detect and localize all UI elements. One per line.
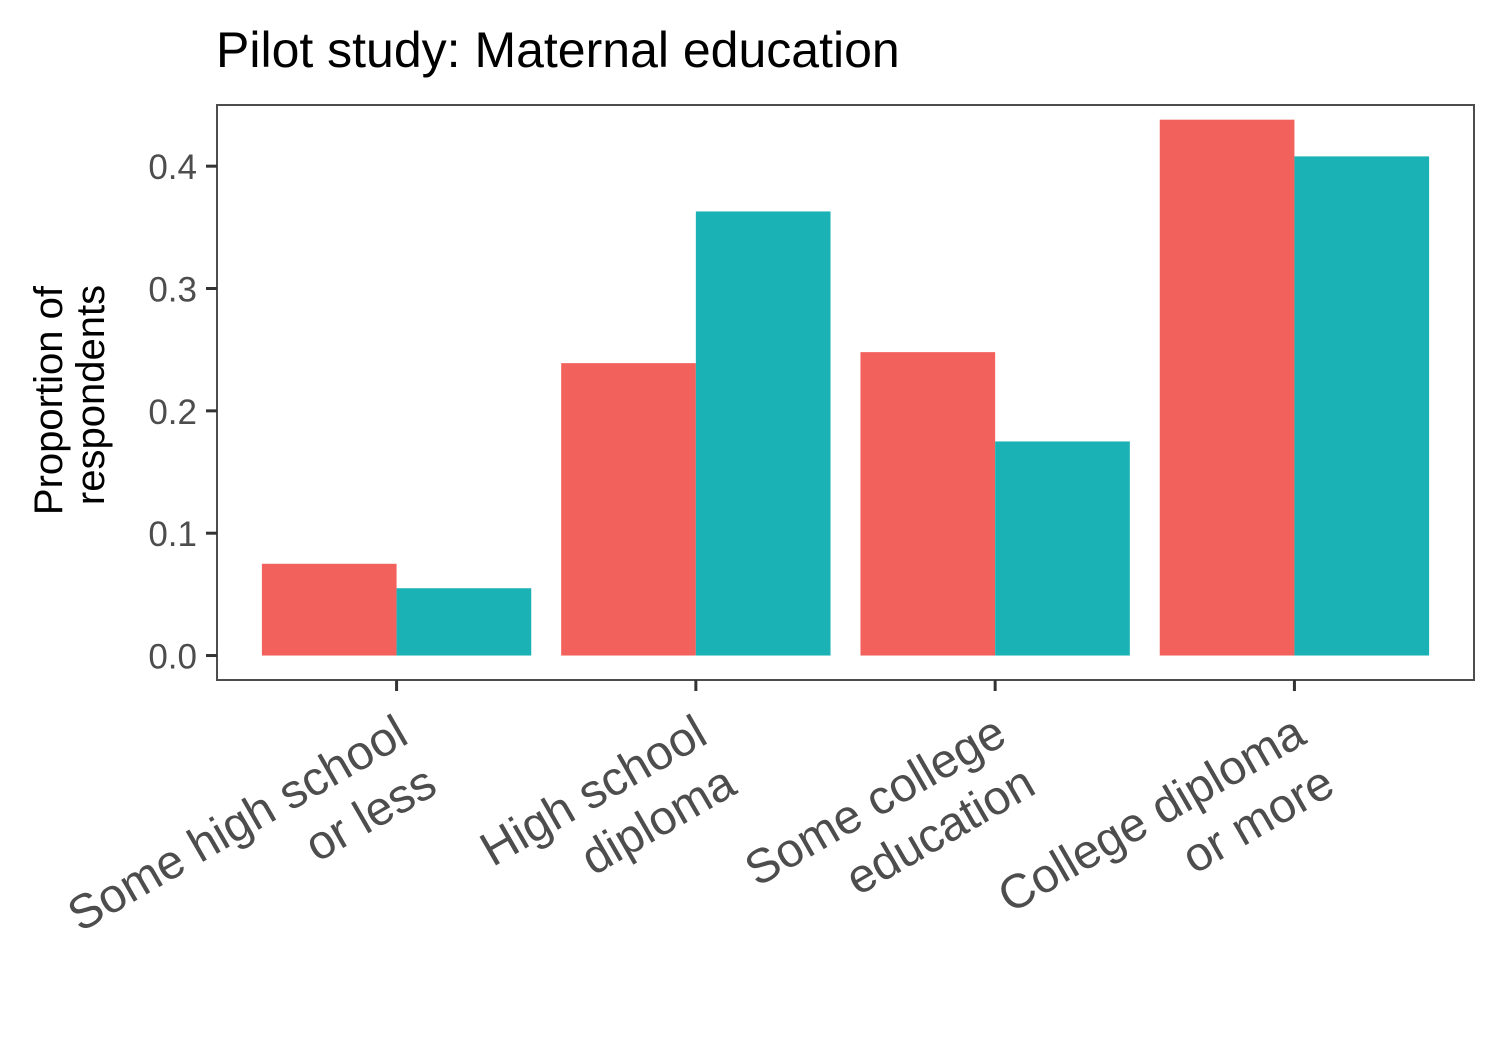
bar-series-2-category-4	[1294, 156, 1430, 656]
bar-series-1-category-2	[561, 363, 696, 656]
bar-series-1-category-4	[1159, 119, 1295, 656]
bar-series-2-category-2	[695, 211, 831, 656]
x-tick-label-2: High schooldiploma	[472, 705, 745, 927]
bar-series-1-category-3	[860, 352, 996, 656]
bar-series-1-category-1	[261, 563, 397, 656]
y-tick-label-0: 0.0	[148, 638, 197, 677]
plot-panel-border	[216, 104, 1475, 681]
chart-title: Pilot study: Maternal education	[216, 22, 900, 78]
y-axis-label-line-2: respondents	[69, 285, 113, 505]
y-tick-label-2: 0.2	[148, 393, 197, 432]
x-tick-label-1: Some high schoolor less	[59, 706, 445, 993]
y-axis-label: Proportion of respondents	[27, 275, 113, 515]
x-tick-label-3: Some collegeeducation	[736, 706, 1043, 948]
bar-series-2-category-3	[995, 441, 1130, 656]
y-tick-label-4: 0.4	[148, 148, 197, 187]
y-axis-label-line-1: Proportion of	[27, 285, 71, 515]
y-tick-label-1: 0.1	[148, 515, 197, 554]
bar-series-2-category-1	[396, 588, 532, 656]
x-tick-label-4: College diplomaor more	[989, 705, 1343, 973]
y-tick-label-3: 0.3	[148, 271, 197, 310]
